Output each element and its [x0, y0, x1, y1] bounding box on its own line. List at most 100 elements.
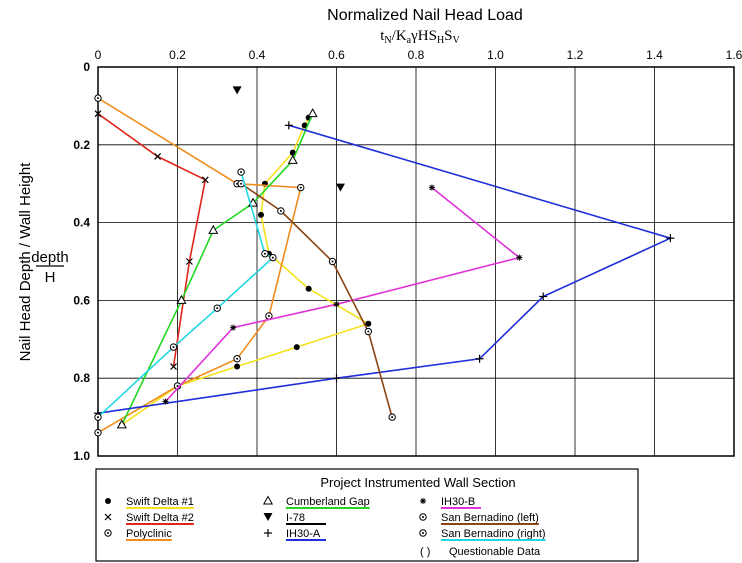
series-line-polyclinic	[97, 97, 302, 434]
legend-label-san-bernadino-right: San Bernadino (right)	[441, 528, 546, 540]
data-point-polyclinic	[297, 183, 305, 192]
data-point-ih30-a	[332, 374, 341, 383]
y-tick-label: 0.4	[73, 216, 90, 230]
series	[94, 86, 675, 437]
data-point-polyclinic	[265, 312, 273, 320]
legend-questionable-label: Questionable Data	[449, 546, 541, 558]
y-fraction-denominator: H	[45, 269, 56, 286]
chart-title: Normalized Nail Head Load	[327, 7, 523, 24]
legend-label-swift-delta-1: Swift Delta #1	[126, 496, 194, 508]
legend-marker-san-bernadino-left	[419, 513, 427, 521]
y-tick-label: 0.6	[73, 293, 90, 307]
series-line-ih30-a	[97, 124, 673, 414]
series-ih30-b	[162, 184, 523, 405]
legend: Swift Delta #1 Swift Delta #2 Polyclinic Cu…	[104, 495, 546, 541]
legend-marker-cumberland-gap	[262, 495, 274, 505]
data-point-swift-delta-1	[289, 149, 296, 156]
legend-box	[95, 468, 639, 562]
data-point-swift-delta-2	[201, 176, 209, 184]
series-cumberland-gap	[116, 108, 318, 429]
data-point-swift-delta-2	[94, 110, 102, 118]
legend-label-i-78: I-78	[286, 512, 305, 524]
legend-label-ih30-b: IH30-B	[441, 496, 475, 508]
x-tick-label: 0.4	[249, 48, 266, 62]
data-point-san-bernadino-left	[237, 180, 245, 188]
grid	[97, 66, 735, 457]
data-point-san-bernadino-right	[261, 250, 269, 258]
data-point-san-bernadino-right	[169, 343, 178, 351]
legend-label-swift-delta-2: Swift Delta #2	[126, 512, 194, 524]
x-tick-label: 0.6	[328, 48, 345, 62]
x-tick-label: 0.2	[169, 48, 186, 62]
data-point-swift-delta-2	[186, 258, 193, 265]
data-point-cumberland-gap	[287, 154, 298, 164]
data-point-polyclinic	[94, 94, 102, 102]
data-point-san-bernadino-left	[277, 207, 285, 215]
data-point-ih30-b	[516, 254, 523, 261]
legend-marker-i-78	[263, 513, 273, 521]
x-tick-label: 1.0	[487, 48, 504, 62]
legend-marker-polyclinic	[104, 529, 112, 537]
data-point-ih30-a	[284, 121, 293, 130]
series-swift-delta-1	[118, 114, 372, 428]
data-point-ih30-b	[333, 301, 340, 308]
chart-formula: tN/KaγHSHSV	[380, 28, 460, 46]
data-point-swift-delta-2	[154, 153, 162, 160]
series-line-ih30-b	[165, 186, 522, 403]
plot-frame	[97, 66, 735, 457]
x-tick-label: 1.2	[567, 48, 584, 62]
x-tick-label: 0.8	[408, 48, 425, 62]
series-line-san-bernadino-right	[97, 171, 275, 418]
series-san-bernadino-right	[94, 168, 277, 421]
data-point-san-bernadino-right	[237, 168, 245, 176]
legend-marker-swift-delta-2	[104, 513, 112, 521]
data-point-polyclinic	[94, 428, 102, 437]
legend-label-san-bernadino-left: San Bernadino (left)	[441, 512, 539, 524]
data-point-swift-delta-2	[170, 363, 177, 370]
series-ih30-a	[94, 121, 675, 418]
data-point-san-bernadino-left	[364, 327, 372, 336]
data-point-san-bernadino-right	[269, 253, 277, 262]
legend-label-ih30-a: IH30-A	[286, 528, 321, 540]
x-tick-label: 1.6	[726, 48, 742, 62]
data-point-i-78	[232, 86, 242, 95]
data-point-ih30-a	[475, 354, 484, 363]
legend-marker-swift-delta-1	[105, 498, 111, 504]
legend-title: Project Instrumented Wall Section	[320, 475, 515, 490]
data-point-san-bernadino-right	[94, 413, 102, 421]
data-point-swift-delta-1	[293, 344, 300, 351]
y-tick-label: 0.8	[73, 371, 90, 385]
data-point-swift-delta-1	[257, 211, 264, 218]
legend-questionable-symbol: ( )	[420, 546, 430, 558]
data-point-swift-delta-1	[365, 320, 372, 327]
series-line-swift-delta-1	[121, 117, 371, 426]
series-polyclinic	[94, 94, 305, 437]
series-line-swift-delta-2	[97, 113, 207, 367]
data-point-cumberland-gap	[307, 108, 318, 118]
legend-marker-ih30-b	[420, 498, 426, 504]
series-i-78	[232, 86, 345, 192]
legend-label-polyclinic: Polyclinic	[126, 528, 172, 540]
x-tick-label: 0	[95, 48, 102, 62]
legend-marker-san-bernadino-right	[419, 529, 427, 537]
data-point-cumberland-gap	[116, 419, 127, 429]
series-line-cumberland-gap	[121, 113, 314, 426]
data-point-polyclinic	[233, 355, 241, 363]
tick-labels: 0 0.2 0.4 0.6 0.8 1.0 1.2 1.4 1.6 0 0.2 0.4 0.6 0.8 1.…	[73, 48, 742, 463]
legend-label-cumberland-gap: Cumberland Gap	[286, 496, 370, 508]
data-point-cumberland-gap	[208, 224, 219, 234]
y-tick-label: 0.2	[73, 138, 90, 152]
data-point-ih30-b	[428, 184, 435, 191]
data-point-san-bernadino-left	[388, 413, 396, 421]
data-point-i-78	[335, 183, 345, 192]
data-point-swift-delta-1	[305, 285, 312, 292]
y-tick-label: 1.0	[73, 449, 90, 463]
series-san-bernadino-left	[237, 180, 396, 421]
y-fraction-numerator: depth	[31, 249, 69, 266]
data-point-ih30-b	[162, 398, 169, 405]
data-point-san-bernadino-left	[328, 257, 337, 266]
y-tick-label: 0	[83, 60, 90, 74]
legend-marker-ih30-a	[264, 529, 272, 537]
data-point-ih30-b	[230, 324, 237, 331]
